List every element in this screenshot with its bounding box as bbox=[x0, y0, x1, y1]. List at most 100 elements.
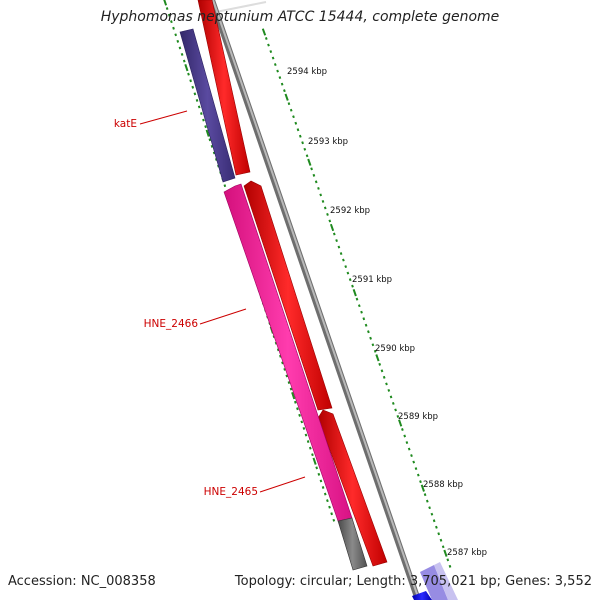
outer-scale-minor-tick bbox=[314, 180, 318, 184]
outer-scale-minor-tick bbox=[328, 219, 332, 223]
inner-scale-minor-tick bbox=[210, 144, 214, 148]
inner-scale-minor-tick bbox=[328, 505, 331, 509]
outer-scale-minor-tick bbox=[348, 278, 352, 282]
inner-scale-minor-tick bbox=[332, 518, 336, 522]
outer-scale-minor-tick bbox=[312, 173, 316, 177]
scale-label-2592: 2592 kbp bbox=[330, 206, 370, 216]
inner-scale-minor-tick bbox=[204, 125, 207, 129]
outer-scale-minor-tick bbox=[326, 212, 329, 216]
outer-scale-minor-tick bbox=[289, 108, 293, 112]
outer-scale-minor-tick bbox=[351, 284, 354, 288]
outer-scale-minor-tick bbox=[380, 369, 384, 373]
cds-HNE_2465-gray bbox=[337, 517, 368, 571]
outer-scale-minor-tick bbox=[310, 167, 313, 171]
outer-scale-minor-tick bbox=[276, 69, 279, 73]
inner-scale-minor-tick bbox=[304, 433, 308, 437]
inner-scale-minor-tick bbox=[182, 59, 186, 63]
inner-scale-minor-tick bbox=[306, 440, 310, 443]
scale-label-2594: 2594 kbp bbox=[287, 67, 327, 77]
inner-scale-minor-tick bbox=[189, 79, 192, 83]
outer-scale-minor-tick bbox=[371, 343, 375, 347]
outer-scale-minor-tick bbox=[296, 128, 300, 132]
outer-scale-minor-tick bbox=[298, 134, 302, 138]
outer-scale-minor-tick bbox=[369, 336, 372, 340]
outer-scale-minor-tick bbox=[405, 441, 409, 445]
outer-scale-minor-tick bbox=[355, 297, 359, 301]
outer-scale-minor-tick bbox=[292, 115, 295, 119]
inner-scale-minor-tick bbox=[298, 413, 301, 417]
outer-scale-minor-tick bbox=[389, 395, 393, 399]
outer-scale-minor-tick bbox=[432, 519, 436, 523]
outer-scale-major-tick bbox=[307, 158, 312, 166]
inner-scale-minor-tick bbox=[326, 499, 329, 503]
inner-scale-major-tick bbox=[205, 129, 210, 137]
outer-scale-minor-tick bbox=[391, 401, 395, 405]
reverse-strand-features bbox=[179, 28, 368, 571]
outer-scale-minor-tick bbox=[425, 499, 429, 503]
inner-scale-minor-tick bbox=[208, 138, 212, 142]
scale-label-2590: 2590 kbp bbox=[375, 344, 415, 354]
inner-scale-minor-tick bbox=[172, 26, 175, 30]
inner-scale-minor-tick bbox=[287, 381, 291, 384]
inner-scale-minor-tick bbox=[279, 354, 282, 358]
inner-scale-minor-tick bbox=[289, 387, 293, 391]
outer-scale-minor-tick bbox=[410, 454, 413, 458]
inner-scale-minor-tick bbox=[167, 13, 171, 17]
inner-scale-minor-tick bbox=[176, 39, 180, 43]
outer-scale-minor-tick bbox=[437, 532, 441, 536]
inner-scale-minor-tick bbox=[321, 486, 325, 489]
outer-scale-minor-tick bbox=[337, 245, 341, 249]
cds-forward-katE-partner bbox=[243, 180, 333, 411]
inner-scale-minor-tick bbox=[283, 367, 286, 371]
outer-scale-minor-tick bbox=[280, 82, 284, 86]
lavender-feature bbox=[420, 565, 448, 600]
inner-scale-minor-tick bbox=[212, 151, 216, 155]
outer-scale-major-tick bbox=[398, 419, 403, 427]
extra-features bbox=[412, 562, 458, 600]
scale-label-2593: 2593 kbp bbox=[308, 137, 348, 147]
inner-scale-minor-tick bbox=[317, 472, 321, 476]
scale-labels: 2594 kbp 2593 kbp 2592 kbp 2591 kbp 2590… bbox=[287, 67, 487, 558]
outer-scale-minor-tick bbox=[305, 154, 309, 158]
inner-scale-minor-tick bbox=[174, 33, 178, 37]
inner-scale-minor-tick bbox=[170, 20, 173, 24]
outer-scale-minor-tick bbox=[269, 50, 273, 54]
outer-scale-minor-tick bbox=[360, 310, 363, 314]
outer-scale-minor-tick bbox=[278, 76, 282, 80]
pale-lavender-feature bbox=[434, 562, 458, 600]
outer-scale-minor-tick bbox=[342, 258, 345, 262]
outer-scale-minor-tick bbox=[339, 252, 343, 256]
outer-scale-minor-tick bbox=[412, 460, 416, 464]
outer-scale-minor-tick bbox=[396, 415, 400, 418]
outer-scale-minor-tick bbox=[401, 428, 404, 431]
inner-scale-minor-tick bbox=[296, 407, 299, 411]
outer-scale-minor-tick bbox=[323, 206, 327, 210]
genome-backbone bbox=[209, 0, 421, 600]
inner-scale-minor-tick bbox=[202, 118, 205, 122]
inner-scale-minor-tick bbox=[178, 46, 182, 50]
outer-scale-minor-tick bbox=[446, 558, 450, 562]
inner-scale-minor-tick bbox=[200, 112, 203, 115]
inner-scale-major-tick bbox=[291, 391, 296, 400]
outer-scale-major-tick bbox=[284, 93, 289, 101]
cds-HNE_2466 bbox=[223, 183, 353, 522]
outer-scale-minor-tick bbox=[419, 480, 422, 484]
outer-scale-minor-tick bbox=[294, 121, 298, 125]
inner-scale-minor-tick bbox=[308, 446, 312, 450]
scale-label-2589: 2589 kbp bbox=[398, 412, 438, 422]
cds-katE bbox=[179, 28, 236, 183]
inner-scale-minor-tick bbox=[191, 85, 195, 89]
gene-labels: katE HNE_2466 HNE_2465 bbox=[114, 118, 258, 498]
inner-scale-minor-tick bbox=[330, 512, 333, 516]
outer-scale-minor-tick bbox=[414, 467, 418, 471]
scale-label-2588: 2588 kbp bbox=[423, 480, 463, 490]
outer-scale-major-tick bbox=[352, 288, 357, 297]
outer-scale-minor-tick bbox=[357, 304, 361, 308]
inner-scale-minor-tick bbox=[276, 348, 280, 352]
outer-scale-minor-tick bbox=[407, 447, 411, 451]
outer-scale-minor-tick bbox=[382, 375, 386, 379]
outer-scale-minor-tick bbox=[416, 473, 420, 477]
outer-scale-minor-tick bbox=[301, 141, 304, 145]
outer-scale-major-tick bbox=[261, 28, 267, 36]
inner-scale-minor-tick bbox=[165, 7, 169, 10]
